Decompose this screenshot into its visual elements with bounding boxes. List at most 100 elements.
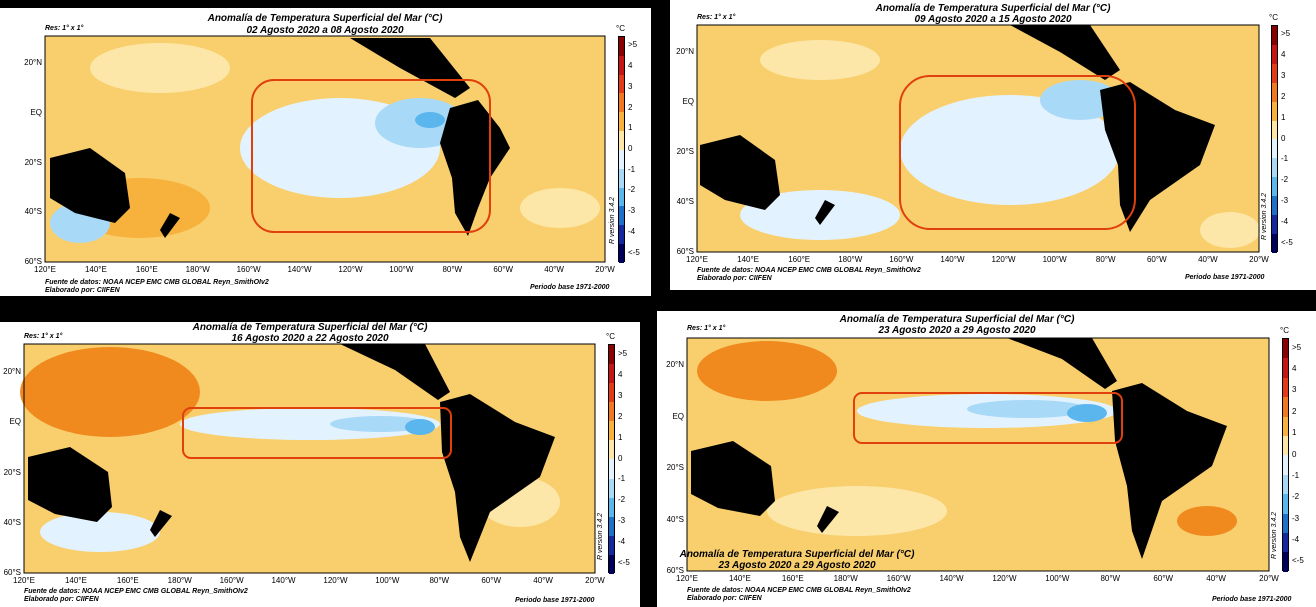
- lat-tick-label: 60°S: [666, 566, 684, 575]
- colorbar-tick-label: -2: [628, 185, 636, 195]
- colorbar-swatch: [1283, 474, 1288, 495]
- map-dates-1: 02 Agosto 2020 a 08 Agosto 2020: [246, 25, 404, 36]
- lon-tick-label: 160°W: [889, 255, 914, 264]
- colorbar-tick-label: -4: [1292, 534, 1300, 544]
- lon-tick-label: 40°W: [544, 265, 564, 274]
- lon-tick-label: 120°W: [338, 265, 363, 274]
- lon-tick-label: 60°W: [1153, 574, 1173, 583]
- author-4: Elaborado por: CIIFEN: [687, 595, 762, 602]
- colorbar-tick-label: -2: [618, 495, 626, 505]
- colorbar-swatch: [1272, 26, 1277, 45]
- new-zealand-land: [150, 510, 172, 537]
- lat-tick-label: 20°S: [3, 467, 21, 477]
- base-period-3: Periodo base 1971-2000: [515, 597, 595, 604]
- sst-map-2: [696, 24, 1260, 253]
- lon-tick-label: 180°W: [167, 576, 192, 585]
- central-america-land: [1007, 338, 1117, 389]
- map-res-4: Res: 1° x 1°: [687, 325, 726, 332]
- colorbar-swatch: [609, 459, 614, 479]
- colorbar-tick-label: 2: [618, 411, 623, 421]
- colorbar-swatch: [619, 149, 624, 169]
- lat-tick-label: 20°N: [676, 47, 694, 56]
- colorbar-swatch: [619, 244, 624, 263]
- colorbar-swatch: [619, 74, 624, 94]
- map-res-2: Res: 1° x 1°: [697, 14, 736, 21]
- colorbar-tick-label: 0: [1281, 133, 1286, 143]
- lat-tick-label: EQ: [672, 411, 684, 421]
- colorbar-swatch: [1283, 416, 1288, 437]
- sst-map-4: [686, 337, 1270, 572]
- sst-panel-3: Anomalía de Temperatura Superficial del …: [0, 322, 640, 607]
- colorbar-unit: °C: [606, 332, 615, 341]
- colorbar-swatch: [1272, 196, 1277, 216]
- lon-tick-label: 120°E: [686, 255, 708, 264]
- lon-tick-label: 40°W: [1206, 574, 1226, 583]
- map-title-4: Anomalía de Temperatura Superficial del …: [839, 314, 1075, 325]
- lat-tick-label: 60°S: [3, 568, 21, 577]
- new-zealand-land: [815, 200, 835, 225]
- highlight-box-1: [251, 79, 491, 233]
- colorbar-tick-label: -1: [618, 474, 626, 484]
- lat-tick-label: 20°S: [676, 147, 694, 156]
- colorbar-tick-label: -4: [618, 537, 626, 547]
- colorbar-tick-label: 2: [628, 102, 633, 112]
- south-america-land: [1100, 82, 1215, 232]
- colorbar-tick-label: 4: [1292, 364, 1297, 374]
- colorbar-swatch: [1283, 455, 1288, 475]
- lon-tick-label: 140°E: [84, 265, 107, 274]
- map-title-1: Anomalía de Temperatura Superficial del …: [207, 13, 443, 24]
- new-zealand-land: [817, 506, 839, 533]
- colorbar-swatch: [619, 225, 624, 245]
- colorbar-tick-label: -3: [618, 516, 626, 526]
- lon-tick-label: 60°W: [493, 265, 513, 274]
- colorbar-swatch: [609, 554, 614, 574]
- map-title-2: Anomalía de Temperatura Superficial del …: [875, 3, 1111, 14]
- australia-land: [28, 447, 112, 522]
- colorbar-tick-label: -4: [628, 226, 636, 236]
- lon-tick-label: 180°W: [185, 265, 210, 274]
- colorbar-swatch: [619, 187, 624, 207]
- colorbar-swatch: [609, 478, 614, 498]
- lon-tick-label: 140°E: [728, 574, 751, 583]
- colorbar-swatch: [609, 535, 614, 555]
- lon-tick-label: 180°W: [838, 255, 863, 264]
- colorbar-tick-label: <-5: [1292, 556, 1304, 566]
- overlay-dates: 23 Agosto 2020 a 29 Agosto 2020: [718, 560, 876, 571]
- colorbar-tick-label: -4: [1281, 216, 1289, 226]
- lon-tick-label: 20°W: [585, 576, 605, 585]
- colorbar-tick-label: 4: [1281, 50, 1286, 60]
- map-res-1: Res: 1° x 1°: [45, 25, 84, 32]
- data-source-4: Fuente de datos: NOAA NCEP EMC CMB GLOBA…: [687, 587, 911, 594]
- colorbar: [608, 344, 615, 574]
- lon-tick-label: 120°E: [34, 265, 56, 274]
- colorbar-swatch: [1272, 139, 1277, 159]
- colorbar-tick-label: 3: [628, 81, 633, 91]
- lon-tick-label: 160°E: [135, 265, 158, 274]
- author-2: Elaborado por: CIIFEN: [697, 275, 772, 282]
- overlay-title: Anomalía de Temperatura Superficial del …: [679, 549, 915, 560]
- colorbar: [1282, 338, 1289, 572]
- r-version-2: R version 3.4.2: [1261, 192, 1268, 240]
- lat-tick-label: 20°S: [666, 463, 684, 472]
- colorbar-swatch: [1272, 101, 1277, 121]
- lat-tick-label: 40°S: [676, 197, 694, 206]
- lon-tick-label: 60°W: [1146, 255, 1167, 264]
- lon-tick-label: 120°E: [13, 576, 35, 585]
- base-period-4: Periodo base 1971-2000: [1212, 596, 1292, 603]
- lon-tick-label: 100°W: [375, 576, 400, 585]
- colorbar-tick-label: 2: [1292, 406, 1297, 416]
- lat-tick-label: 20°N: [3, 367, 21, 376]
- r-version-1: R version 3.4.2: [609, 196, 616, 244]
- colorbar-swatch: [609, 364, 614, 384]
- colorbar-tick-label: -3: [628, 206, 636, 216]
- lon-tick-label: 80°W: [442, 265, 463, 274]
- map-dates-3: 16 Agosto 2020 a 22 Agosto 2020: [231, 333, 389, 344]
- central-america-land: [340, 344, 450, 400]
- colorbar-swatch: [1283, 377, 1288, 398]
- lat-tick-label: 20°S: [24, 157, 42, 167]
- colorbar-tick-label: -3: [1292, 513, 1300, 523]
- central-america-land: [350, 38, 470, 98]
- colorbar-swatch: [1272, 44, 1277, 64]
- lon-tick-label: 20°W: [1249, 255, 1269, 264]
- base-period-2: Periodo base 1971-2000: [1185, 274, 1265, 281]
